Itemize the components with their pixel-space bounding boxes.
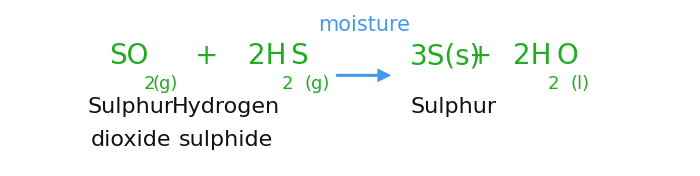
Text: 2: 2 <box>281 75 293 93</box>
Text: SO: SO <box>109 42 148 70</box>
Text: 3S(s): 3S(s) <box>410 42 482 70</box>
Text: (g): (g) <box>152 75 177 93</box>
Text: (l): (l) <box>570 75 589 93</box>
Text: (g): (g) <box>304 75 330 93</box>
Text: 2: 2 <box>144 75 155 93</box>
Text: Sulphur: Sulphur <box>88 97 174 117</box>
Text: moisture: moisture <box>318 15 410 35</box>
Text: 2: 2 <box>547 75 559 93</box>
FancyArrowPatch shape <box>337 71 388 80</box>
Text: sulphide: sulphide <box>178 130 273 150</box>
Text: +: + <box>195 42 218 70</box>
Text: +: + <box>469 42 493 70</box>
Text: O: O <box>556 42 578 70</box>
Text: dioxide: dioxide <box>91 130 171 150</box>
Text: 2H: 2H <box>513 42 552 70</box>
Text: 2H: 2H <box>248 42 286 70</box>
Text: S: S <box>290 42 308 70</box>
Text: Hydrogen: Hydrogen <box>172 97 280 117</box>
Text: Sulphur: Sulphur <box>410 97 496 117</box>
